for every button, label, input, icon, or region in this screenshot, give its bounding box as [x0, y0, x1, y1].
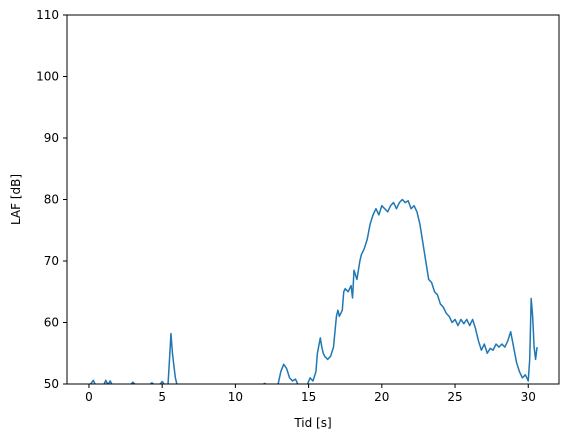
- y-tick-label: 80: [44, 193, 59, 207]
- series-line-segment: [277, 363, 299, 384]
- y-tick-label: 90: [44, 131, 59, 145]
- x-tick-label: 25: [447, 390, 462, 404]
- series-line-segment: [262, 382, 268, 384]
- data-lines: [89, 198, 538, 384]
- y-axis-ticks: 50 60 70 80 90 100 110: [36, 8, 67, 391]
- series-line-segment: [103, 379, 113, 384]
- series-line-segment: [149, 382, 155, 384]
- y-tick-label: 110: [36, 8, 59, 22]
- y-tick-label: 100: [36, 70, 59, 84]
- series-line-segment: [306, 198, 538, 384]
- x-tick-label: 0: [85, 390, 93, 404]
- x-tick-label: 5: [158, 390, 166, 404]
- y-tick-label: 70: [44, 254, 59, 268]
- x-axis-label: Tid [s]: [293, 416, 331, 430]
- series-line-segment: [159, 380, 166, 384]
- x-tick-label: 30: [521, 390, 536, 404]
- x-tick-label: 10: [228, 390, 243, 404]
- y-tick-label: 60: [44, 316, 59, 330]
- plot-frame: [66, 14, 560, 385]
- y-axis-label: LAF [dB]: [9, 174, 23, 225]
- series-line-segment: [130, 381, 136, 384]
- y-tick-label: 50: [44, 377, 59, 391]
- x-tick-label: 20: [374, 390, 389, 404]
- series-line-segment: [167, 332, 178, 384]
- x-tick-label: 15: [301, 390, 316, 404]
- x-axis-ticks: 0 5 10 15 20 25 30: [85, 384, 536, 404]
- series-line-segment: [89, 379, 96, 384]
